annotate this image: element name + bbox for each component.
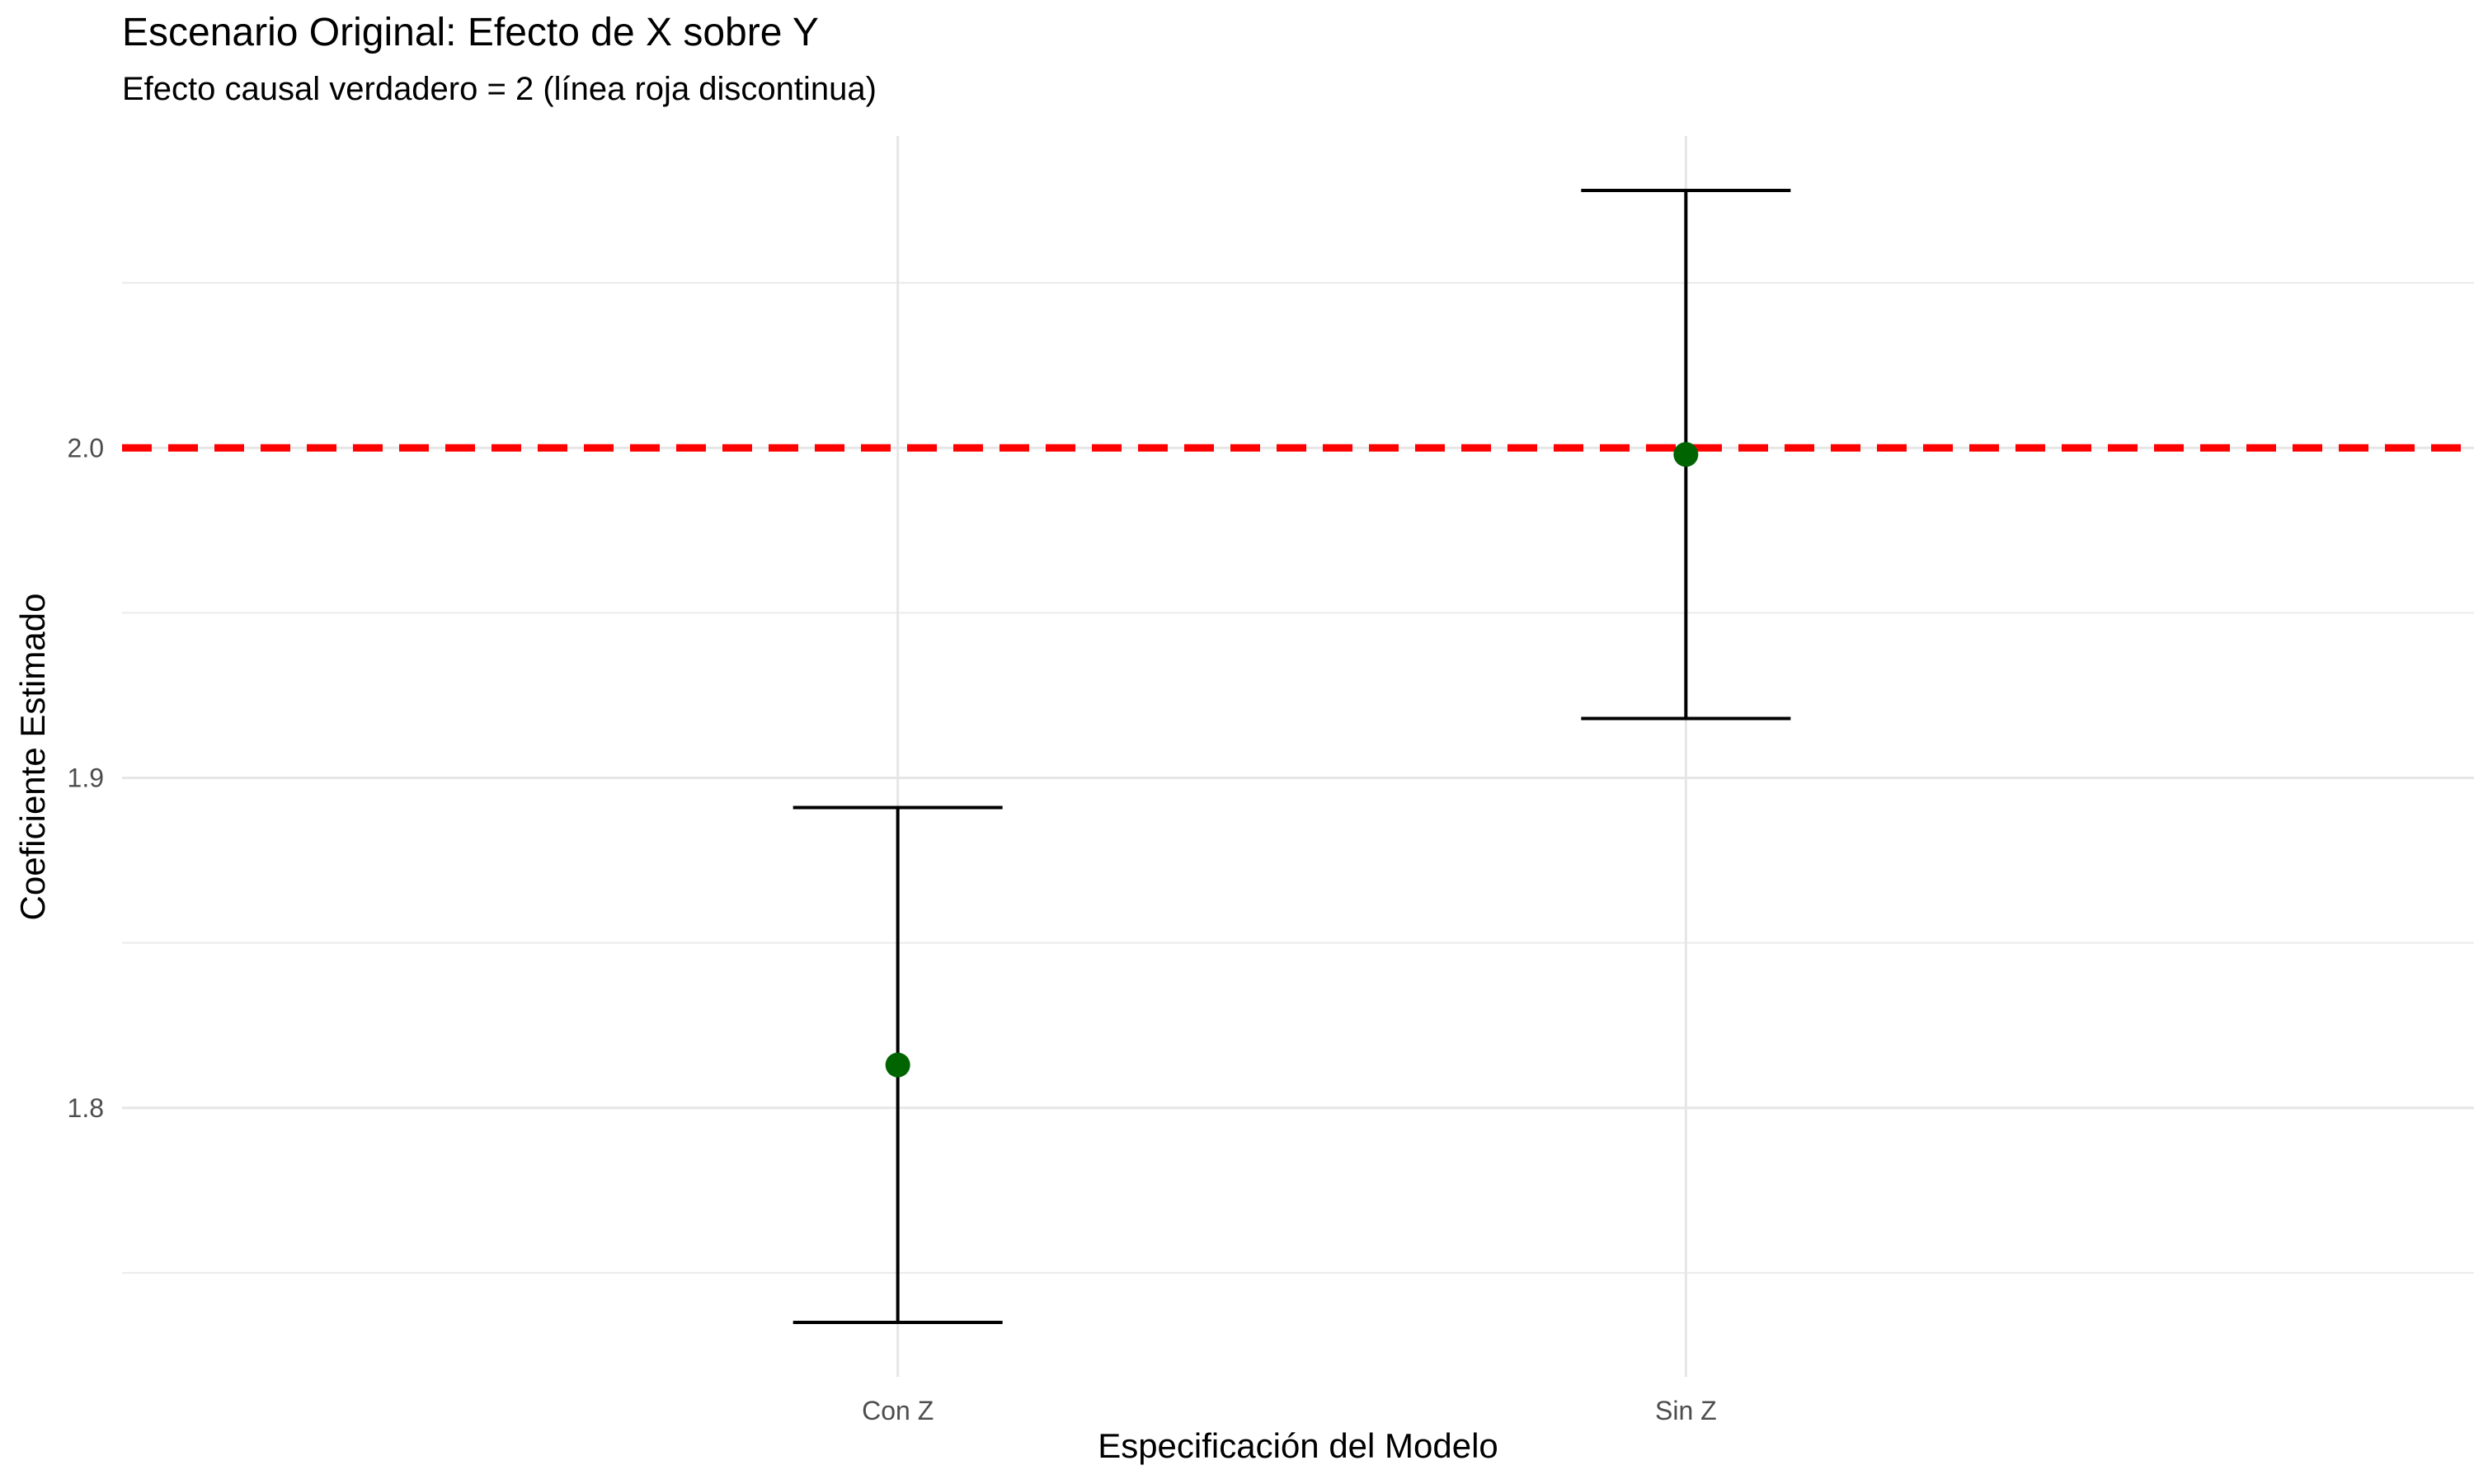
x-tick-label: Con Z: [862, 1396, 934, 1425]
major-gridlines: [122, 136, 2474, 1377]
y-tick-label: 1.9: [68, 763, 104, 793]
x-tick-labels: Con Z Sin Z: [862, 1396, 1717, 1425]
x-tick-label: Sin Z: [1655, 1396, 1717, 1425]
minor-gridlines: [122, 282, 2474, 1274]
y-tick-label: 2.0: [68, 433, 104, 463]
y-tick-labels: 1.8 1.9 2.0: [68, 433, 104, 1123]
error-bars: [793, 189, 1791, 1324]
y-axis-label: Coeficiente Estimado: [13, 593, 52, 921]
chart-title: Escenario Original: Efecto de X sobre Y: [122, 11, 819, 54]
estimate-point: [1673, 442, 1699, 467]
estimate-points: [885, 442, 1699, 1078]
estimate-point: [885, 1052, 910, 1078]
y-tick-label: 1.8: [68, 1093, 104, 1123]
x-axis-label: Especificación del Modelo: [1098, 1426, 1498, 1465]
chart-subtitle: Efecto causal verdadero = 2 (línea roja …: [122, 71, 877, 107]
